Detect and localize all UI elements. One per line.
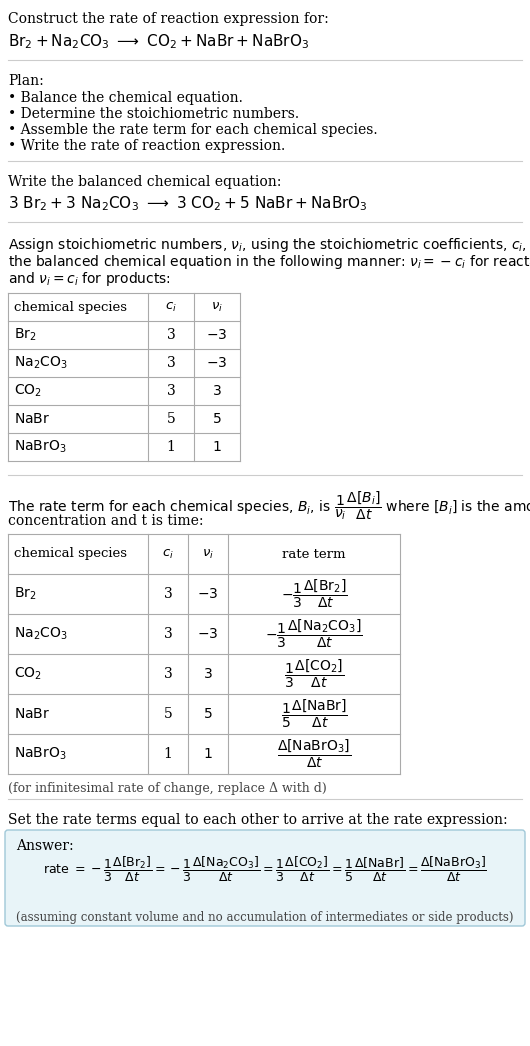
Text: $\mathrm{CO_2}$: $\mathrm{CO_2}$ — [14, 383, 42, 400]
Text: the balanced chemical equation in the following manner: $\nu_i = -c_i$ for react: the balanced chemical equation in the fo… — [8, 253, 530, 271]
Text: $3$: $3$ — [203, 667, 213, 681]
Text: rate $= -\dfrac{1}{3}\dfrac{\Delta[\mathrm{Br_2}]}{\Delta t} = -\dfrac{1}{3}\dfr: rate $= -\dfrac{1}{3}\dfrac{\Delta[\math… — [43, 855, 487, 884]
Text: • Write the rate of reaction expression.: • Write the rate of reaction expression. — [8, 139, 285, 153]
Text: $\mathrm{NaBrO_3}$: $\mathrm{NaBrO_3}$ — [14, 439, 67, 455]
Text: $5$: $5$ — [203, 707, 213, 721]
Text: $\nu_i$: $\nu_i$ — [202, 547, 214, 561]
Text: $\mathrm{NaBr}$: $\mathrm{NaBr}$ — [14, 412, 50, 426]
Text: • Determine the stoichiometric numbers.: • Determine the stoichiometric numbers. — [8, 107, 299, 121]
Bar — [8, 535, 400, 774]
Text: 5: 5 — [164, 707, 172, 721]
Text: 1: 1 — [166, 440, 175, 454]
Text: $-\dfrac{1}{3}\dfrac{\Delta[\mathrm{Br_2}]}{\Delta t}$: $-\dfrac{1}{3}\dfrac{\Delta[\mathrm{Br_2… — [281, 577, 347, 610]
Text: $\mathrm{CO_2}$: $\mathrm{CO_2}$ — [14, 666, 42, 682]
Text: concentration and t is time:: concentration and t is time: — [8, 514, 204, 528]
Text: $\mathrm{Na_2CO_3}$: $\mathrm{Na_2CO_3}$ — [14, 355, 68, 371]
Text: $3$: $3$ — [212, 384, 222, 397]
Text: $\dfrac{1}{5}\dfrac{\Delta[\mathrm{NaBr}]}{\Delta t}$: $\dfrac{1}{5}\dfrac{\Delta[\mathrm{NaBr}… — [280, 698, 348, 730]
Text: $-\dfrac{1}{3}\dfrac{\Delta[\mathrm{Na_2CO_3}]}{\Delta t}$: $-\dfrac{1}{3}\dfrac{\Delta[\mathrm{Na_2… — [266, 618, 363, 651]
Text: $\mathrm{NaBrO_3}$: $\mathrm{NaBrO_3}$ — [14, 746, 67, 763]
Text: $\mathrm{3\ Br_2 + 3\ Na_2CO_3 \ \longrightarrow \ 3\ CO_2 + 5\ NaBr + NaBrO_3}$: $\mathrm{3\ Br_2 + 3\ Na_2CO_3 \ \longri… — [8, 194, 368, 212]
Text: (for infinitesimal rate of change, replace Δ with d): (for infinitesimal rate of change, repla… — [8, 782, 327, 795]
Text: $\dfrac{1}{3}\dfrac{\Delta[\mathrm{CO_2}]}{\Delta t}$: $\dfrac{1}{3}\dfrac{\Delta[\mathrm{CO_2}… — [284, 658, 344, 690]
Text: 3: 3 — [164, 587, 172, 601]
Text: Answer:: Answer: — [16, 839, 74, 852]
Text: Write the balanced chemical equation:: Write the balanced chemical equation: — [8, 175, 281, 189]
Text: $c_i$: $c_i$ — [165, 300, 177, 314]
Text: 3: 3 — [164, 667, 172, 681]
Text: 3: 3 — [166, 356, 175, 370]
Text: $-3$: $-3$ — [206, 356, 228, 370]
Text: $\mathrm{Br_2}$: $\mathrm{Br_2}$ — [14, 586, 37, 602]
Text: $\nu_i$: $\nu_i$ — [211, 300, 223, 314]
Text: $\mathrm{Na_2CO_3}$: $\mathrm{Na_2CO_3}$ — [14, 626, 68, 642]
Text: • Balance the chemical equation.: • Balance the chemical equation. — [8, 91, 243, 105]
Text: Plan:: Plan: — [8, 74, 44, 88]
Text: $5$: $5$ — [212, 412, 222, 426]
Text: $\mathrm{NaBr}$: $\mathrm{NaBr}$ — [14, 707, 50, 721]
Text: 3: 3 — [166, 384, 175, 397]
Text: $c_i$: $c_i$ — [162, 547, 174, 561]
Text: chemical species: chemical species — [14, 300, 127, 314]
Text: and $\nu_i = c_i$ for products:: and $\nu_i = c_i$ for products: — [8, 270, 171, 288]
Text: $-3$: $-3$ — [197, 627, 219, 641]
Text: 1: 1 — [164, 747, 172, 761]
Text: chemical species: chemical species — [14, 547, 127, 561]
Text: 5: 5 — [166, 412, 175, 426]
Text: $\mathrm{Br_2 + Na_2CO_3 \ \longrightarrow \ CO_2 + NaBr + NaBrO_3}$: $\mathrm{Br_2 + Na_2CO_3 \ \longrightarr… — [8, 32, 310, 50]
Text: $\dfrac{\Delta[\mathrm{NaBrO_3}]}{\Delta t}$: $\dfrac{\Delta[\mathrm{NaBrO_3}]}{\Delta… — [277, 737, 351, 770]
Bar — [8, 293, 240, 461]
Text: Construct the rate of reaction expression for:: Construct the rate of reaction expressio… — [8, 12, 329, 26]
Text: 3: 3 — [166, 328, 175, 342]
Text: $-3$: $-3$ — [206, 328, 228, 342]
Text: $1$: $1$ — [203, 747, 213, 761]
FancyBboxPatch shape — [5, 829, 525, 926]
Text: 3: 3 — [164, 627, 172, 641]
Text: $-3$: $-3$ — [197, 587, 219, 601]
Text: rate term: rate term — [282, 547, 346, 561]
Text: $\mathrm{Br_2}$: $\mathrm{Br_2}$ — [14, 326, 37, 343]
Text: Assign stoichiometric numbers, $\nu_i$, using the stoichiometric coefficients, $: Assign stoichiometric numbers, $\nu_i$, … — [8, 236, 530, 254]
Text: The rate term for each chemical species, $B_i$, is $\dfrac{1}{\nu_i}\dfrac{\Delt: The rate term for each chemical species,… — [8, 488, 530, 522]
Text: $1$: $1$ — [212, 440, 222, 454]
Text: • Assemble the rate term for each chemical species.: • Assemble the rate term for each chemic… — [8, 123, 377, 137]
Text: (assuming constant volume and no accumulation of intermediates or side products): (assuming constant volume and no accumul… — [16, 911, 514, 924]
Text: Set the rate terms equal to each other to arrive at the rate expression:: Set the rate terms equal to each other t… — [8, 813, 508, 827]
